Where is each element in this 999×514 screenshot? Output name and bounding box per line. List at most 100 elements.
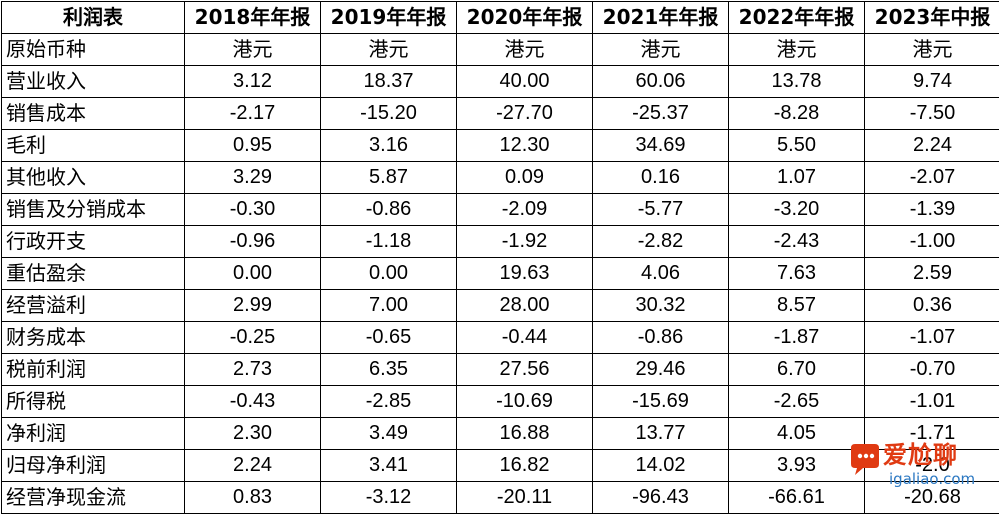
cell-value: 13.78 <box>729 66 865 98</box>
cell-value: -1.01 <box>865 386 999 418</box>
cell-value: -0.30 <box>185 194 321 226</box>
cell-value: -1.92 <box>457 226 593 258</box>
table-row: 归母净利润 2.24 3.41 16.82 14.02 3.93 -2.0 <box>2 450 999 482</box>
cell-value: -0.96 <box>185 226 321 258</box>
cell-value: 0.00 <box>321 258 457 290</box>
cell-value: -8.28 <box>729 98 865 130</box>
cell-value: 60.06 <box>593 66 729 98</box>
cell-value: 9.74 <box>865 66 999 98</box>
row-label: 所得税 <box>2 386 185 418</box>
table-title: 利润表 <box>2 2 185 34</box>
cell-value: 港元 <box>321 34 457 66</box>
cell-value: 3.41 <box>321 450 457 482</box>
cell-value: 3.16 <box>321 130 457 162</box>
row-label: 营业收入 <box>2 66 185 98</box>
cell-value: 港元 <box>865 34 999 66</box>
cell-value: -2.43 <box>729 226 865 258</box>
cell-value: -5.77 <box>593 194 729 226</box>
cell-value: 40.00 <box>457 66 593 98</box>
cell-value: -0.65 <box>321 322 457 354</box>
cell-value: 27.56 <box>457 354 593 386</box>
cell-value: -15.20 <box>321 98 457 130</box>
cell-value: -2.17 <box>185 98 321 130</box>
cell-value: 港元 <box>729 34 865 66</box>
cell-value: -10.69 <box>457 386 593 418</box>
row-label: 净利润 <box>2 418 185 450</box>
column-header-2019: 2019年年报 <box>321 2 457 34</box>
cell-value: -1.18 <box>321 226 457 258</box>
cell-value: 19.63 <box>457 258 593 290</box>
cell-value: -15.69 <box>593 386 729 418</box>
cell-value: -2.07 <box>865 162 999 194</box>
cell-value: -20.11 <box>457 482 593 514</box>
cell-value: 0.16 <box>593 162 729 194</box>
cell-value: 7.63 <box>729 258 865 290</box>
table-row: 财务成本 -0.25 -0.65 -0.44 -0.86 -1.87 -1.07 <box>2 322 999 354</box>
cell-value: 14.02 <box>593 450 729 482</box>
cell-value: -2.0 <box>865 450 999 482</box>
cell-value: 2.99 <box>185 290 321 322</box>
row-label: 重估盈余 <box>2 258 185 290</box>
table-row: 其他收入 3.29 5.87 0.09 0.16 1.07 -2.07 <box>2 162 999 194</box>
table-row: 净利润 2.30 3.49 16.88 13.77 4.05 -1.71 <box>2 418 999 450</box>
cell-value: 8.57 <box>729 290 865 322</box>
cell-value: 3.49 <box>321 418 457 450</box>
cell-value: -0.43 <box>185 386 321 418</box>
cell-value: 5.50 <box>729 130 865 162</box>
cell-value: 30.32 <box>593 290 729 322</box>
column-header-2022: 2022年年报 <box>729 2 865 34</box>
row-label: 销售成本 <box>2 98 185 130</box>
cell-value: 0.83 <box>185 482 321 514</box>
cell-value: 28.00 <box>457 290 593 322</box>
cell-value: -2.82 <box>593 226 729 258</box>
row-label: 其他收入 <box>2 162 185 194</box>
header-row: 利润表 2018年年报 2019年年报 2020年年报 2021年年报 2022… <box>2 2 999 34</box>
cell-value: 13.77 <box>593 418 729 450</box>
cell-value: -0.25 <box>185 322 321 354</box>
cell-value: -1.71 <box>865 418 999 450</box>
table-row: 经营溢利 2.99 7.00 28.00 30.32 8.57 0.36 <box>2 290 999 322</box>
cell-value: -1.07 <box>865 322 999 354</box>
row-label: 毛利 <box>2 130 185 162</box>
table-row: 销售及分销成本 -0.30 -0.86 -2.09 -5.77 -3.20 -1… <box>2 194 999 226</box>
cell-value: -3.20 <box>729 194 865 226</box>
cell-value: 港元 <box>457 34 593 66</box>
cell-value: -3.12 <box>321 482 457 514</box>
cell-value: -66.61 <box>729 482 865 514</box>
table-row: 税前利润 2.73 6.35 27.56 29.46 6.70 -0.70 <box>2 354 999 386</box>
cell-value: 2.73 <box>185 354 321 386</box>
table-row: 毛利 0.95 3.16 12.30 34.69 5.50 2.24 <box>2 130 999 162</box>
cell-value: 16.88 <box>457 418 593 450</box>
column-header-2021: 2021年年报 <box>593 2 729 34</box>
cell-value: 16.82 <box>457 450 593 482</box>
cell-value: 0.00 <box>185 258 321 290</box>
table-row: 销售成本 -2.17 -15.20 -27.70 -25.37 -8.28 -7… <box>2 98 999 130</box>
cell-value: -96.43 <box>593 482 729 514</box>
cell-value: 3.12 <box>185 66 321 98</box>
table-row: 经营净现金流 0.83 -3.12 -20.11 -96.43 -66.61 -… <box>2 482 999 514</box>
table-row: 行政开支 -0.96 -1.18 -1.92 -2.82 -2.43 -1.00 <box>2 226 999 258</box>
cell-value: 2.24 <box>865 130 999 162</box>
column-header-2020: 2020年年报 <box>457 2 593 34</box>
cell-value: 0.95 <box>185 130 321 162</box>
cell-value: 2.30 <box>185 418 321 450</box>
cell-value: -2.09 <box>457 194 593 226</box>
row-label: 税前利润 <box>2 354 185 386</box>
row-label: 原始币种 <box>2 34 185 66</box>
cell-value: -1.00 <box>865 226 999 258</box>
row-label: 归母净利润 <box>2 450 185 482</box>
row-label: 经营净现金流 <box>2 482 185 514</box>
cell-value: 12.30 <box>457 130 593 162</box>
column-header-2023h1: 2023年中报 <box>865 2 999 34</box>
row-label: 经营溢利 <box>2 290 185 322</box>
cell-value: 4.05 <box>729 418 865 450</box>
cell-value: -1.39 <box>865 194 999 226</box>
row-label: 行政开支 <box>2 226 185 258</box>
cell-value: 3.93 <box>729 450 865 482</box>
cell-value: 0.36 <box>865 290 999 322</box>
cell-value: -7.50 <box>865 98 999 130</box>
cell-value: -0.44 <box>457 322 593 354</box>
cell-value: -2.85 <box>321 386 457 418</box>
cell-value: 34.69 <box>593 130 729 162</box>
